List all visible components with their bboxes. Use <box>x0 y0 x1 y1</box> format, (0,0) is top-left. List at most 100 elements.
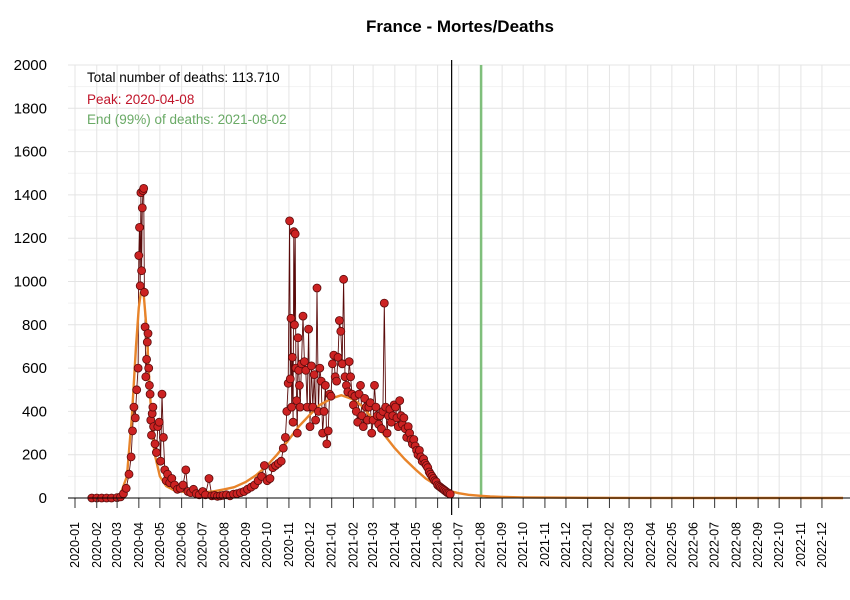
y-tick-label: 800 <box>22 317 47 334</box>
vertical-markers <box>451 60 483 515</box>
data-point <box>292 428 302 438</box>
axes <box>68 497 850 508</box>
data-point <box>399 413 409 423</box>
daily-deaths-points <box>87 183 455 503</box>
x-tick-label: 2021-09 <box>495 522 509 568</box>
data-point <box>181 465 191 475</box>
x-tick-label: 2021-12 <box>559 522 573 568</box>
data-point <box>157 389 167 399</box>
data-point <box>305 422 315 432</box>
x-tick-label: 2022-12 <box>815 522 829 568</box>
data-point <box>147 430 156 440</box>
data-point <box>379 298 389 308</box>
x-tick-label: 2022-06 <box>687 522 701 568</box>
data-point <box>130 413 140 423</box>
data-point <box>327 359 337 369</box>
x-tick-label: 2021-10 <box>516 522 530 568</box>
y-tick-label: 1800 <box>14 100 47 117</box>
x-tick-label: 2021-11 <box>538 522 552 567</box>
x-tick-label: 2020-11 <box>282 522 296 567</box>
data-point <box>346 372 356 382</box>
x-tick-label: 2021-08 <box>473 522 487 568</box>
x-tick-label: 2020-03 <box>110 522 124 568</box>
x-tick-label: 2020-06 <box>175 522 189 568</box>
data-point <box>391 402 400 412</box>
y-tick-label: 600 <box>22 360 47 377</box>
data-point <box>276 456 286 466</box>
data-point <box>135 281 145 291</box>
data-point <box>144 380 154 390</box>
data-point <box>158 432 168 442</box>
data-point <box>312 283 322 293</box>
data-point <box>139 183 149 193</box>
y-tick-label: 1600 <box>14 144 47 161</box>
x-tick-label: 2021-04 <box>388 522 402 568</box>
data-point <box>358 422 368 432</box>
data-point <box>356 380 365 390</box>
x-tick-label: 2022-01 <box>581 522 595 568</box>
end-annotation: End (99%) of deaths: 2021-08-02 <box>87 112 287 127</box>
data-point <box>370 380 379 390</box>
data-point <box>148 402 158 412</box>
x-tick-label: 2020-12 <box>303 522 317 568</box>
y-tick-label: 400 <box>22 403 47 420</box>
data-point <box>395 396 405 406</box>
data-point <box>143 329 153 338</box>
y-tick-label: 200 <box>22 447 47 464</box>
data-point <box>285 374 295 384</box>
x-tick-label: 2020-01 <box>68 522 82 568</box>
x-tick-label: 2022-02 <box>602 522 616 568</box>
x-tick-label: 2022-11 <box>794 522 808 567</box>
data-point <box>129 402 139 412</box>
data-point <box>322 439 332 449</box>
data-point <box>259 461 269 470</box>
data-point <box>134 251 144 260</box>
data-point <box>311 415 321 425</box>
data-point <box>285 216 295 226</box>
data-point <box>320 380 330 390</box>
data-point <box>293 333 303 343</box>
x-tick-label: 2020-09 <box>239 522 253 568</box>
data-point <box>332 376 342 386</box>
x-tick-label: 2022-08 <box>729 522 743 568</box>
data-point <box>178 480 188 490</box>
data-point <box>278 443 288 453</box>
data-point <box>141 372 151 382</box>
y-tick-label: 1000 <box>14 274 47 291</box>
data-point <box>137 203 147 213</box>
x-tick-label: 2021-06 <box>431 522 445 568</box>
data-point <box>298 311 308 321</box>
data-point <box>371 402 381 412</box>
data-point <box>294 380 304 390</box>
data-point <box>124 469 134 479</box>
data-point <box>128 426 137 436</box>
data-point <box>339 274 349 284</box>
x-tick-label: 2022-10 <box>772 522 786 568</box>
data-point <box>150 439 160 449</box>
data-point <box>280 432 290 442</box>
data-point <box>144 363 154 373</box>
x-tick-label: 2022-03 <box>622 522 636 568</box>
x-tick-label: 2020-10 <box>260 522 274 568</box>
chart-title: France - Mortes/Deaths <box>366 17 554 36</box>
x-tick-label: 2021-05 <box>409 522 423 568</box>
data-point <box>290 320 299 330</box>
x-tick-label: 2020-07 <box>196 522 210 568</box>
data-point <box>445 489 455 499</box>
data-point <box>265 474 275 483</box>
data-point <box>133 363 143 373</box>
data-point <box>121 483 131 493</box>
x-tick-labels: 2020-01 2020-02 2020-03 2020-04 2020-05 2020-… <box>68 522 829 568</box>
x-tick-label: 2020-08 <box>217 522 231 568</box>
x-tick-label: 2020-02 <box>90 522 104 568</box>
peak-annotation: Peak: 2020-04-08 <box>87 92 194 107</box>
data-point <box>382 428 392 438</box>
data-point <box>334 316 344 325</box>
data-point <box>299 357 309 367</box>
x-tick-label: 2022-09 <box>751 522 765 568</box>
data-point <box>287 352 297 362</box>
x-tick-label: 2022-07 <box>708 522 722 568</box>
data-point <box>145 389 155 399</box>
